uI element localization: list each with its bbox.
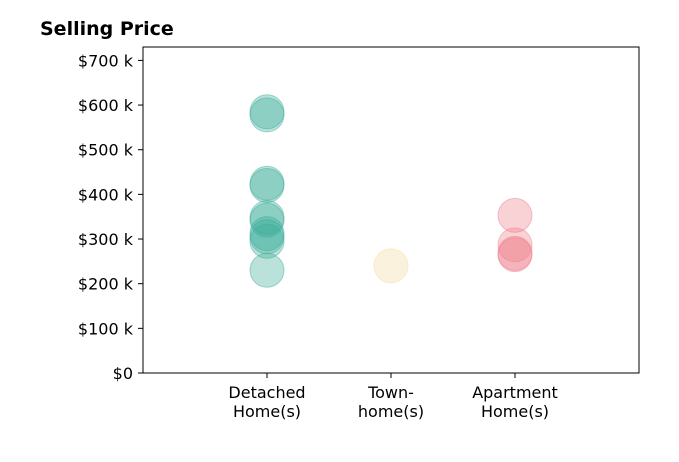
y-tick-label: $300 k <box>78 230 134 249</box>
x-tick-label-line: Detached <box>228 383 305 402</box>
data-point <box>497 237 533 273</box>
x-axis: Detached Home(s)Town-home(s)Apartment Home… <box>228 373 558 421</box>
y-tick-label: $200 k <box>78 275 134 294</box>
data-point <box>249 165 285 201</box>
y-tick-label: $700 k <box>78 51 134 70</box>
data-point <box>249 252 285 288</box>
x-tick-label: Apartment Home(s) <box>472 383 558 421</box>
data-point <box>249 223 285 259</box>
y-tick-label: $500 k <box>78 141 134 160</box>
data-point <box>249 219 285 255</box>
data-point <box>497 227 533 263</box>
data-point <box>497 197 533 233</box>
data-point <box>249 97 285 133</box>
x-tick-label-line: Town- <box>367 383 414 402</box>
x-tick-label-line: Apartment <box>472 383 558 402</box>
data-point <box>249 94 285 130</box>
y-tick-label: $400 k <box>78 185 134 204</box>
x-tick-label-line: Home(s) <box>481 402 549 421</box>
data-point <box>373 248 409 284</box>
x-tick-label: Town-home(s) <box>358 383 424 421</box>
plot-area <box>142 46 640 374</box>
x-tick-label-line: home(s) <box>358 402 424 421</box>
data-point <box>249 216 285 252</box>
data-point <box>249 202 285 238</box>
y-tick-label: $0 <box>113 364 133 383</box>
x-tick-label-line: Home(s) <box>233 402 301 421</box>
chart-title: Selling Price <box>40 18 174 40</box>
x-tick-label: Detached Home(s) <box>228 383 305 421</box>
y-tick-label: $600 k <box>78 96 134 115</box>
y-axis: $0 $100 k $200 k $300 k $400 k $500 k $600 k $7… <box>78 51 143 383</box>
data-point <box>249 167 285 203</box>
y-tick-label: $100 k <box>78 319 134 338</box>
data-point <box>497 235 533 271</box>
data-points <box>249 94 533 288</box>
data-point <box>249 200 285 236</box>
